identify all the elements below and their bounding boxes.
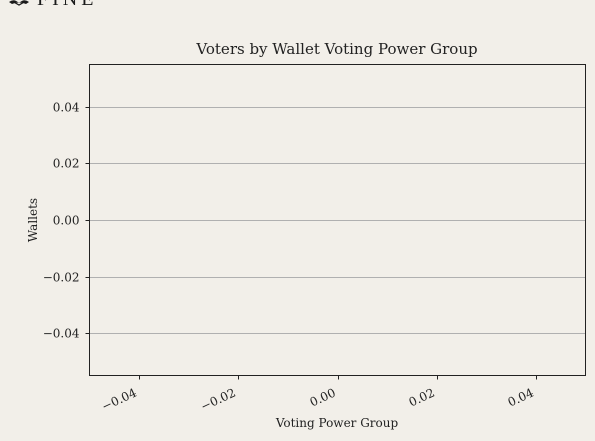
x-tick-label: 0.04	[506, 385, 536, 409]
x-axis: −0.04 −0.02 0.00 0.02 0.04	[100, 375, 537, 414]
logo: FINE	[9, 0, 97, 10]
x-tick-label: 0.02	[407, 386, 437, 410]
y-axis: −0.04 −0.02 0.00 0.02 0.04	[43, 101, 90, 341]
x-tick-label: −0.04	[100, 385, 140, 413]
y-tick-label: 0.00	[53, 214, 80, 228]
x-axis-label: Voting Power Group	[275, 416, 399, 430]
logo-ornament-icon	[9, 0, 29, 6]
x-tick-label: 0.00	[308, 386, 338, 410]
logo-text: FINE	[37, 0, 97, 10]
y-tick-label: 0.02	[53, 157, 80, 171]
y-tick-label: −0.02	[43, 271, 80, 285]
y-tick-label: 0.04	[53, 101, 80, 115]
x-tick-label: −0.02	[199, 386, 238, 414]
grid-lines	[89, 107, 586, 334]
chart-title: Voters by Wallet Voting Power Group	[195, 40, 477, 58]
y-tick-label: −0.04	[43, 327, 80, 341]
y-axis-label: Wallets	[26, 198, 40, 242]
